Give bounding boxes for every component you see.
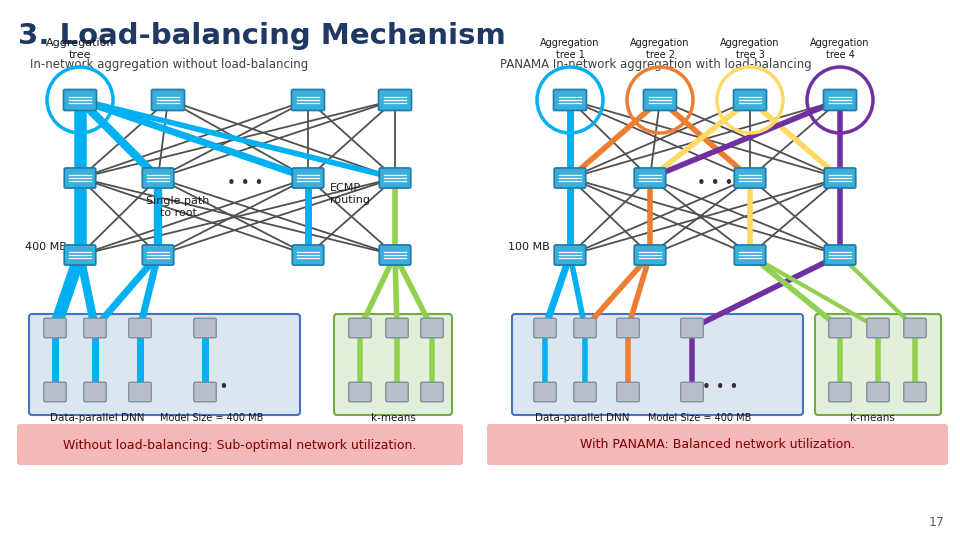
FancyBboxPatch shape: [867, 382, 889, 402]
Text: Aggregation
tree 4: Aggregation tree 4: [810, 38, 870, 60]
FancyBboxPatch shape: [903, 382, 926, 402]
FancyBboxPatch shape: [64, 245, 96, 265]
FancyBboxPatch shape: [142, 168, 174, 188]
Text: Aggregation
tree: Aggregation tree: [46, 38, 114, 60]
FancyBboxPatch shape: [420, 382, 444, 402]
Text: 400 MB: 400 MB: [25, 242, 67, 252]
Text: • • •: • • •: [192, 380, 228, 395]
Text: Without load-balancing: Sub-optimal network utilization.: Without load-balancing: Sub-optimal netw…: [63, 438, 417, 451]
Text: Data-parallel DNN: Data-parallel DNN: [50, 413, 145, 423]
FancyBboxPatch shape: [379, 245, 411, 265]
FancyBboxPatch shape: [828, 382, 852, 402]
FancyBboxPatch shape: [825, 245, 855, 265]
FancyBboxPatch shape: [378, 90, 412, 111]
FancyBboxPatch shape: [734, 245, 766, 265]
FancyBboxPatch shape: [616, 318, 639, 338]
FancyBboxPatch shape: [554, 245, 586, 265]
FancyBboxPatch shape: [142, 245, 174, 265]
Text: Aggregation
tree 3: Aggregation tree 3: [720, 38, 780, 60]
Text: ECMP
routing: ECMP routing: [330, 183, 370, 205]
FancyBboxPatch shape: [292, 245, 324, 265]
FancyBboxPatch shape: [84, 382, 107, 402]
FancyBboxPatch shape: [681, 382, 704, 402]
Text: With PANAMA: Balanced network utilization.: With PANAMA: Balanced network utilizatio…: [581, 438, 855, 451]
Text: k-means: k-means: [371, 413, 416, 423]
Text: Single path
to root: Single path to root: [146, 196, 209, 218]
FancyBboxPatch shape: [152, 90, 184, 111]
FancyBboxPatch shape: [44, 382, 66, 402]
FancyBboxPatch shape: [734, 168, 766, 188]
FancyBboxPatch shape: [903, 318, 926, 338]
FancyBboxPatch shape: [386, 382, 408, 402]
FancyBboxPatch shape: [17, 424, 463, 465]
Text: Model Size = 400 MB: Model Size = 400 MB: [160, 413, 263, 423]
Text: k-means: k-means: [850, 413, 895, 423]
Text: 100 MB: 100 MB: [508, 242, 550, 252]
FancyBboxPatch shape: [348, 382, 372, 402]
FancyBboxPatch shape: [635, 245, 665, 265]
FancyBboxPatch shape: [554, 90, 587, 111]
FancyBboxPatch shape: [815, 314, 941, 415]
FancyBboxPatch shape: [733, 90, 766, 111]
Text: • • •: • • •: [227, 176, 263, 191]
FancyBboxPatch shape: [334, 314, 452, 415]
FancyBboxPatch shape: [292, 90, 324, 111]
FancyBboxPatch shape: [534, 318, 556, 338]
Text: PANAMA In-network aggregation with load-balancing: PANAMA In-network aggregation with load-…: [500, 58, 812, 71]
FancyBboxPatch shape: [386, 318, 408, 338]
FancyBboxPatch shape: [348, 318, 372, 338]
FancyBboxPatch shape: [512, 314, 803, 415]
FancyBboxPatch shape: [574, 382, 596, 402]
FancyBboxPatch shape: [194, 382, 216, 402]
FancyBboxPatch shape: [129, 382, 152, 402]
FancyBboxPatch shape: [194, 318, 216, 338]
FancyBboxPatch shape: [487, 424, 948, 465]
FancyBboxPatch shape: [825, 168, 855, 188]
Text: Model Size = 400 MB: Model Size = 400 MB: [648, 413, 752, 423]
FancyBboxPatch shape: [84, 318, 107, 338]
FancyBboxPatch shape: [681, 318, 704, 338]
Text: Aggregation
tree 2: Aggregation tree 2: [631, 38, 689, 60]
FancyBboxPatch shape: [616, 382, 639, 402]
FancyBboxPatch shape: [63, 90, 97, 111]
FancyBboxPatch shape: [643, 90, 677, 111]
FancyBboxPatch shape: [574, 318, 596, 338]
FancyBboxPatch shape: [867, 318, 889, 338]
Text: Data-parallel DNN: Data-parallel DNN: [535, 413, 630, 423]
FancyBboxPatch shape: [129, 318, 152, 338]
FancyBboxPatch shape: [420, 318, 444, 338]
FancyBboxPatch shape: [828, 318, 852, 338]
FancyBboxPatch shape: [29, 314, 300, 415]
FancyBboxPatch shape: [635, 168, 665, 188]
Text: • • •: • • •: [697, 176, 733, 191]
Text: 17: 17: [929, 516, 945, 529]
FancyBboxPatch shape: [554, 168, 586, 188]
FancyBboxPatch shape: [44, 318, 66, 338]
FancyBboxPatch shape: [824, 90, 856, 111]
FancyBboxPatch shape: [292, 168, 324, 188]
FancyBboxPatch shape: [534, 382, 556, 402]
Text: In-network aggregation without load-balancing: In-network aggregation without load-bala…: [30, 58, 308, 71]
Text: • • •: • • •: [702, 380, 738, 395]
FancyBboxPatch shape: [379, 168, 411, 188]
FancyBboxPatch shape: [64, 168, 96, 188]
Text: 3. Load-balancing Mechanism: 3. Load-balancing Mechanism: [18, 22, 506, 50]
Text: Aggregation
tree 1: Aggregation tree 1: [540, 38, 600, 60]
